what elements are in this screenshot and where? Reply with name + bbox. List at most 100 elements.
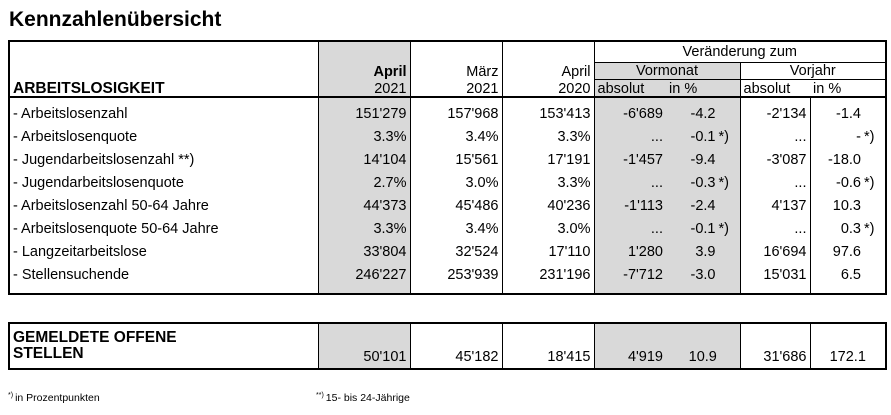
row-month-pct: -0.3 *) [666,172,741,195]
row-year-pct: 6.5 [810,264,887,287]
row-mar21: 157'968 [410,103,503,126]
col-april-2021-year: 2021 [318,79,411,98]
row-apr20: 17'191 [502,149,595,172]
row-apr20: 3.3% [502,172,595,195]
kpi-table: Veränderung zum April März April Vormona… [8,40,887,295]
row-mar21: 15'561 [410,149,503,172]
row-month-pct: -4.2 [666,103,741,126]
row-year-abs: 15'031 [740,264,811,287]
row-year-pct: -0.6 *) [810,172,887,195]
row-month-abs: ... [594,218,666,241]
footnote-percentage-points: *) in Prozentpunkten [8,392,100,404]
col-maerz-2021-year: 2021 [410,79,503,98]
row-label: - Jugendarbeitslosenzahl **) [8,149,319,172]
row-year-abs: -3'087 [740,149,811,172]
row-label: - Langzeitarbeitslose [8,241,319,264]
row-apr21: 2.7% [318,172,411,195]
footnote-marker: *) [864,175,875,192]
col-april-2020-year: 2020 [502,79,595,98]
footnote-marker: *) [718,175,729,192]
footnote-marker: *) [864,221,875,238]
prev-year-pct-header: in % [810,78,887,98]
vacancies-month-abs: 4'919 [594,345,666,370]
col-maerz-2021-month: März [410,62,503,79]
row-month-abs: ... [594,172,666,195]
vacancies-year-pct: 172.1 [810,345,887,370]
footnote-marker: *) [718,129,729,146]
row-label: - Arbeitslosenzahl [8,103,319,126]
prev-month-abs-header: absolut [594,78,666,98]
table-row: - Arbeitslosenquote 3.3% 3.4% 3.3%... -0.1 *)… [8,126,887,149]
footnote-youth-age: **) 15- bis 24-Jährige [316,392,410,404]
row-apr21: 3.3% [318,126,411,149]
row-year-pct: - *) [810,126,887,149]
row-month-abs: -6'689 [594,103,666,126]
row-apr20: 153'413 [502,103,595,126]
header-blank [8,40,319,62]
vacancies-mar21: 45'182 [410,345,503,370]
vacancies-label-1: GEMELDETE OFFENE [8,322,319,345]
row-year-abs: ... [740,126,811,149]
prev-month-header: Vormonat [594,62,740,79]
row-label: - Stellensuchende [8,264,319,287]
section-title-unemployment: ARBEITSLOSIGKEIT [8,79,319,98]
row-mar21: 3.0% [410,172,503,195]
vacancies-apr21: 50'101 [318,345,411,370]
row-year-abs: -2'134 [740,103,811,126]
prev-year-abs-header: absolut [739,78,810,98]
row-apr21: 33'804 [318,241,411,264]
row-mar21: 3.4% [410,218,503,241]
row-month-pct: -3.0 [666,264,741,287]
row-year-abs: ... [740,218,811,241]
row-month-pct: -9.4 [666,149,741,172]
prev-month-pct-header: in % [666,78,740,98]
row-year-abs: ... [740,172,811,195]
row-apr21: 14'104 [318,149,411,172]
prev-year-header: Vorjahr [739,62,887,79]
vacancies-month-pct: 10.9 [666,345,741,370]
row-apr21: 151'279 [318,103,411,126]
col-april-2021-month: April [318,62,411,79]
change-header: Veränderung zum [594,40,887,63]
row-label: - Arbeitslosenquote 50-64 Jahre [8,218,319,241]
row-label: - Arbeitslosenquote [8,126,319,149]
row-mar21: 253'939 [410,264,503,287]
row-year-pct: 10.3 [810,195,887,218]
row-month-pct: 3.9 [666,241,741,264]
row-month-abs: 1'280 [594,241,666,264]
row-apr20: 3.3% [502,126,595,149]
row-year-abs: 16'694 [740,241,811,264]
row-month-abs: -1'457 [594,149,666,172]
table-row: - Jugendarbeitslosenzahl **) 14'104 15'561… [8,149,887,172]
row-year-pct: -1.4 [810,103,887,126]
vacancies-table: GEMELDETE OFFENE STELLEN 50'101 45'182 1… [8,322,887,370]
footnote-marker: *) [718,221,729,238]
row-year-abs: 4'137 [740,195,811,218]
table-row: - Arbeitslosenquote 50-64 Jahre 3.3% 3.4% 3… [8,218,887,241]
row-month-abs: ... [594,126,666,149]
vacancies-label-2: STELLEN [8,345,319,370]
row-apr20: 17'110 [502,241,595,264]
row-month-pct: -2.4 [666,195,741,218]
row-mar21: 45'486 [410,195,503,218]
col-april-2020-month: April [502,62,595,79]
row-apr20: 3.0% [502,218,595,241]
table-row: - Jugendarbeitslosenquote 2.7% 3.0% 3.3%...… [8,172,887,195]
page-title: Kennzahlenübersicht [9,8,222,31]
row-year-pct: -18.0 [810,149,887,172]
row-apr21: 44'373 [318,195,411,218]
row-year-pct: 0.3 *) [810,218,887,241]
row-month-abs: -7'712 [594,264,666,287]
vacancies-year-abs: 31'686 [740,345,811,370]
table-row: - Arbeitslosenzahl 50-64 Jahre 44'373 45'4… [8,195,887,218]
table-row: - Langzeitarbeitslose 33'804 32'524 17'110 1… [8,241,887,264]
row-label: - Arbeitslosenzahl 50-64 Jahre [8,195,319,218]
row-apr20: 40'236 [502,195,595,218]
table-row: - Stellensuchende 246'227 253'939 231'196 -7… [8,264,887,287]
footnote-marker: *) [864,129,875,146]
row-mar21: 3.4% [410,126,503,149]
row-month-pct: -0.1 *) [666,126,741,149]
row-label: - Jugendarbeitslosenquote [8,172,319,195]
row-year-pct: 97.6 [810,241,887,264]
row-apr20: 231'196 [502,264,595,287]
